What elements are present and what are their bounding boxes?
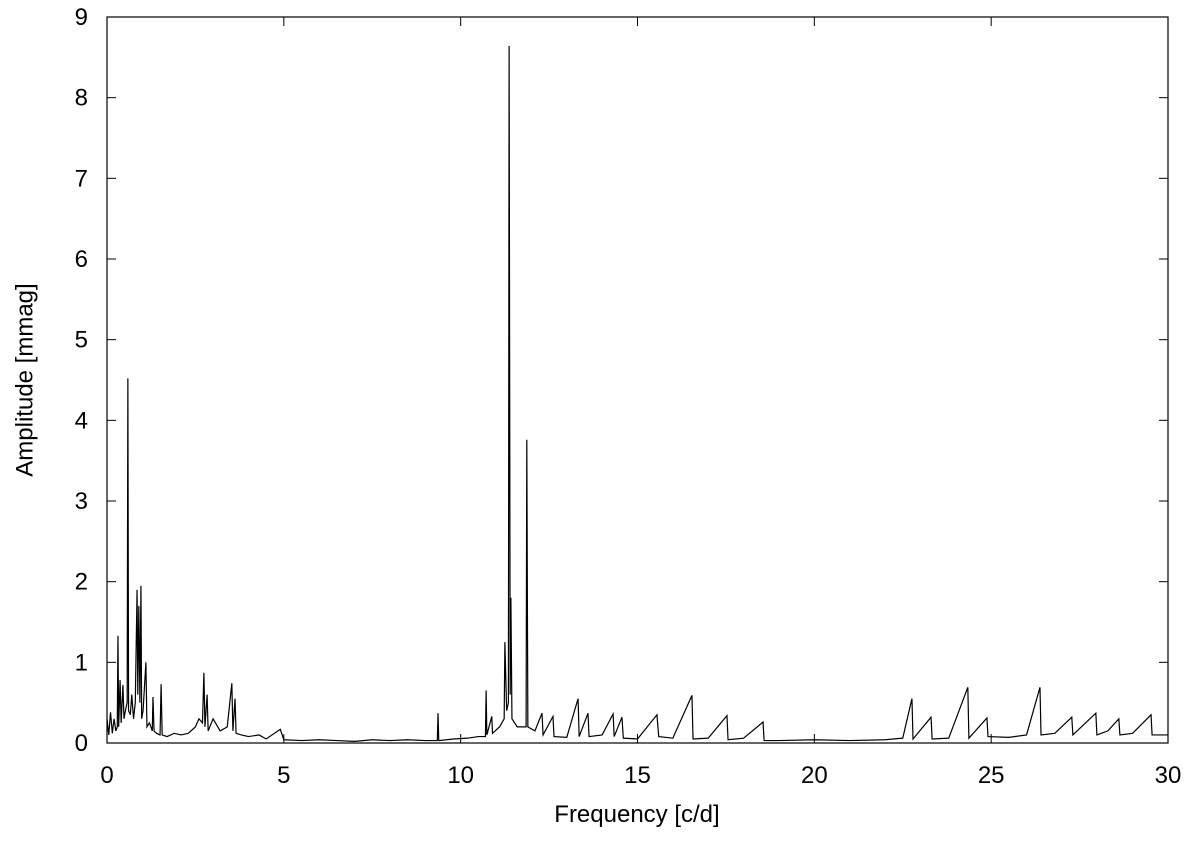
y-tick-label: 1 — [75, 649, 88, 676]
y-tick-label: 4 — [75, 407, 88, 434]
y-tick-label: 5 — [75, 327, 88, 354]
x-tick-label: 10 — [447, 762, 474, 789]
y-tick-label: 9 — [75, 4, 88, 31]
y-tick-label: 3 — [75, 488, 88, 515]
plot-frame — [106, 16, 1169, 744]
y-tick-label: 6 — [75, 246, 88, 273]
y-tick-label: 8 — [75, 85, 88, 112]
y-axis-label: Amplitude [mmag] — [11, 283, 38, 476]
y-tick-label: 0 — [75, 730, 88, 757]
x-tick-label: 15 — [624, 762, 651, 789]
x-axis-label: Frequency [c/d] — [554, 801, 719, 828]
x-tick-label: 0 — [100, 762, 113, 789]
y-tick-label: 7 — [75, 165, 88, 192]
spectrum-line — [106, 46, 1168, 742]
x-tick-label: 30 — [1155, 762, 1182, 789]
y-tick-label: 2 — [75, 569, 88, 596]
x-tick-label: 20 — [801, 762, 828, 789]
x-tick-label: 5 — [277, 762, 290, 789]
x-tick-label: 25 — [978, 762, 1005, 789]
